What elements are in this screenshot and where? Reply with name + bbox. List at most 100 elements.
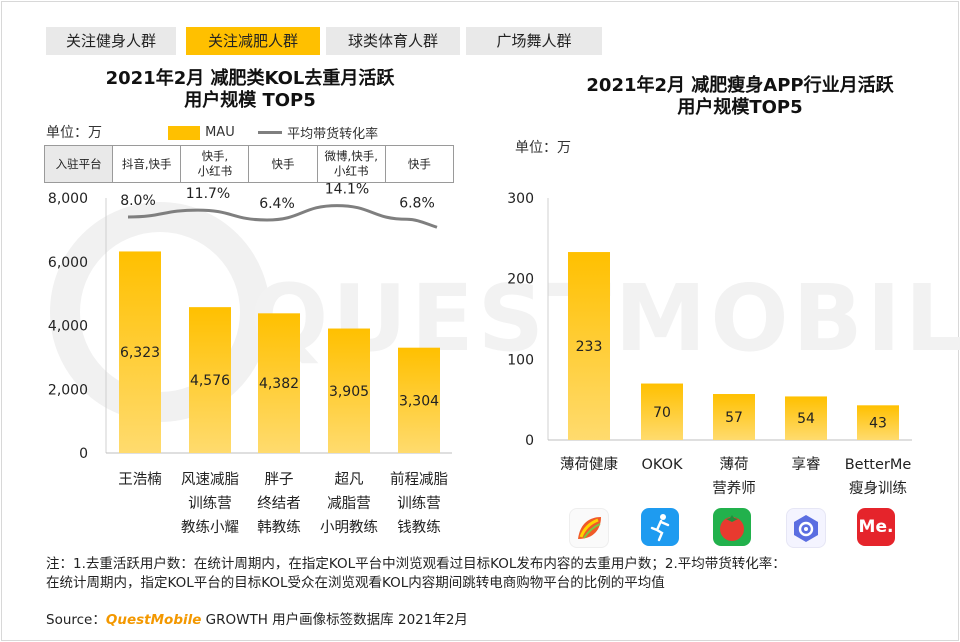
right-unit-label: 单位：万: [515, 140, 571, 156]
left-chart-title: 2021年2月 减肥类KOL去重月活跃 用户规模 TOP5: [60, 68, 440, 112]
platform-cell-line: 快手,: [201, 149, 229, 163]
conversion-rate-label: 11.7%: [186, 186, 230, 202]
right-bar: [857, 405, 899, 440]
right-chart-title: 2021年2月 减肥瘦身APP行业月活跃 用户规模TOP5: [545, 75, 935, 119]
right-category-label: 薄荷: [720, 456, 749, 473]
left-category-label: 前程减脂: [390, 471, 448, 488]
boohee-leaf-icon: [569, 508, 609, 548]
xiangrui-scale-icon-svg: [794, 515, 818, 542]
left-title-line2: 用户规模 TOP5: [184, 90, 316, 111]
right-bar: [785, 396, 827, 440]
left-category-label: 教练小耀: [181, 519, 239, 536]
left-title-line1: 2021年2月 减肥类KOL去重月活跃: [105, 68, 395, 89]
right-bar: [713, 394, 755, 440]
left-category-label: 终结者: [257, 495, 301, 512]
left-category-label: 训练营: [188, 495, 232, 512]
platform-cell-line: 快手: [271, 156, 295, 171]
right-category-label: 瘦身训练: [849, 480, 907, 497]
left-bar: [258, 313, 300, 453]
platform-cell: 快手, 小红书: [180, 145, 250, 183]
left-y-tick-label: 8,000: [48, 191, 88, 207]
left-bar: [398, 347, 440, 453]
platform-cell-line: 微博,快手,: [324, 149, 378, 163]
left-category-label: 胖子: [265, 471, 294, 488]
boohee-leaf-icon-svg: [578, 517, 601, 539]
right-category-label: 薄荷健康: [560, 456, 618, 473]
right-y-tick-label: 200: [507, 272, 534, 288]
right-category-label: 享睿: [792, 456, 821, 473]
right-bar-value-label: 43: [869, 416, 887, 432]
left-category-label: 钱教练: [397, 519, 441, 536]
left-bar: [119, 251, 161, 453]
platform-cell-line: 小红书: [197, 164, 233, 178]
source-label: Source：: [46, 612, 106, 628]
legend-conversion-swatch: [258, 131, 282, 134]
right-bar: [568, 252, 610, 440]
right-y-tick-label: 300: [507, 191, 534, 207]
source-rest: GROWTH 用户画像标签数据库 2021年2月: [201, 612, 468, 628]
footnote-line1: 注：1.去重活跃用户数：在统计周期内，在指定KOL平台中浏览观看过目标KOL发布…: [46, 556, 786, 572]
left-bar-value-label: 3,905: [329, 384, 369, 400]
platform-cell: 快手: [248, 145, 318, 183]
left-bar: [189, 307, 231, 453]
tab-ball-sports[interactable]: 球类体育人群: [326, 27, 460, 55]
footnote-line2: 在统计周期内，指定KOL平台的目标KOL受众在浏览观看KOL内容期间跳转电商购物…: [46, 575, 665, 591]
platform-cell: 微博,快手, 小红书: [316, 145, 386, 183]
right-y-tick-label: 0: [525, 433, 534, 449]
right-bar-value-label: 54: [797, 411, 815, 427]
left-chart: 0 2,000 4,000 6,000 8,000 6,323 4,576 4,382 3,90…: [48, 182, 452, 536]
source-line: Source：QuestMobile GROWTH 用户画像标签数据库 2021…: [46, 608, 468, 628]
left-category-label: 风速减脂: [181, 471, 239, 488]
legend-conversion-label: 平均带货转化率: [287, 127, 379, 142]
tomato-icon-svg: [720, 515, 744, 541]
left-category-label: 训练营: [397, 495, 441, 512]
left-category-label: 减脂营: [327, 495, 371, 512]
legend-mau: MAU: [168, 122, 235, 140]
left-y-tick-label: 0: [79, 446, 88, 462]
left-y-tick-label: 2,000: [48, 382, 88, 398]
tomato-icon: [713, 508, 751, 546]
left-category-label: 王浩楠: [118, 471, 162, 488]
okok-runner-icon: [641, 508, 679, 546]
left-category-label: 韩教练: [257, 519, 301, 536]
left-category-label: 超凡: [335, 471, 364, 488]
left-bar-value-label: 6,323: [120, 345, 160, 361]
legend-mau-swatch: [168, 125, 200, 140]
right-title-line2: 用户规模TOP5: [677, 97, 803, 118]
left-category-label: 小明教练: [320, 519, 378, 536]
left-bar-value-label: 4,576: [190, 373, 230, 389]
betterme-me-icon: Me.: [857, 508, 895, 546]
legend-conversion: 平均带货转化率: [258, 122, 379, 142]
tab-fitness[interactable]: 关注健身人群: [46, 27, 176, 55]
left-bar-value-label: 4,382: [259, 376, 299, 392]
left-y-tick-label: 6,000: [48, 255, 88, 271]
conversion-rate-label: 14.1%: [325, 182, 369, 198]
right-bar: [641, 383, 683, 440]
left-unit-label: 单位：万: [46, 125, 102, 141]
xiangrui-scale-icon: [786, 508, 826, 548]
right-title-line1: 2021年2月 减肥瘦身APP行业月活跃: [586, 75, 894, 96]
platform-cell: 抖音,快手: [112, 145, 182, 183]
tab-weight-loss[interactable]: 关注减肥人群: [186, 27, 320, 55]
right-bar-value-label: 70: [653, 405, 671, 421]
right-bar-value-label: 57: [725, 410, 743, 426]
conversion-rate-label: 6.4%: [259, 196, 295, 212]
platform-cell: 快手: [384, 145, 455, 183]
left-bar: [328, 328, 370, 453]
left-bar-value-label: 3,304: [399, 393, 439, 409]
platform-cell-line: 抖音,快手: [121, 156, 172, 171]
tab-square-dance[interactable]: 广场舞人群: [466, 27, 602, 55]
footnote: 注：1.去重活跃用户数：在统计周期内，在指定KOL平台中浏览观看过目标KOL发布…: [46, 555, 926, 593]
right-category-label: OKOK: [641, 457, 683, 473]
left-y-tick-label: 4,000: [48, 319, 88, 335]
platform-header-cell: 入驻平台: [43, 145, 114, 183]
right-category-label: 营养师: [712, 480, 756, 497]
platform-cell-line: 快手: [407, 156, 431, 171]
right-category-label: BetterMe: [845, 457, 912, 473]
right-y-tick-label: 100: [507, 352, 534, 368]
platform-cell-line: 小红书: [333, 164, 369, 178]
okok-runner-icon-svg: [650, 514, 670, 542]
